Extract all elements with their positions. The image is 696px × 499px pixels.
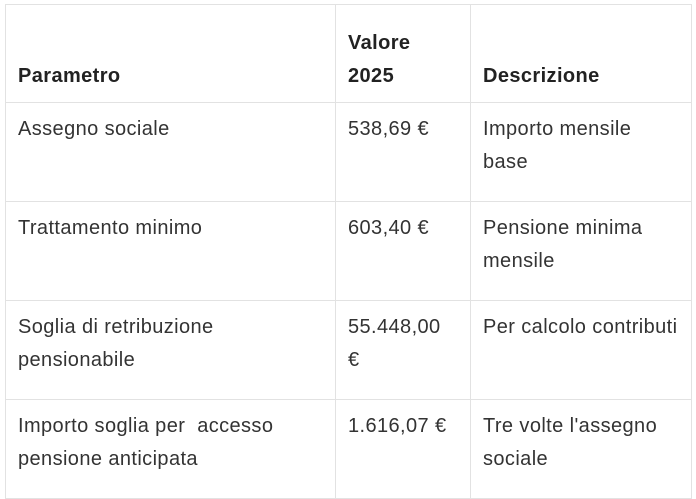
cell-parametro: Assegno sociale — [5, 102, 336, 202]
header-valore-2025: Valore 2025 — [335, 4, 471, 103]
header-descrizione: Descrizione — [470, 4, 692, 103]
table-row: Importo soglia per accesso pensione anti… — [5, 399, 692, 499]
cell-parametro: Trattamento minimo — [5, 201, 336, 301]
table-row: Assegno sociale 538,69 € Importo mensile… — [5, 102, 692, 202]
cell-parametro: Soglia di retribuzione pensionabile — [5, 300, 336, 400]
cell-valore: 1.616,07 € — [335, 399, 471, 499]
header-parametro: Parametro — [5, 4, 336, 103]
table-header-row: Parametro Valore 2025 Descrizione — [5, 4, 692, 103]
table-row: Soglia di retribuzione pensionabile 55.4… — [5, 300, 692, 400]
cell-descrizione: Per calcolo contributi — [470, 300, 692, 400]
cell-valore: 603,40 € — [335, 201, 471, 301]
cell-descrizione: Tre volte l'assegno sociale — [470, 399, 692, 499]
parameters-table: Parametro Valore 2025 Descrizione Assegn… — [5, 4, 692, 499]
cell-descrizione: Importo mensile base — [470, 102, 692, 202]
cell-descrizione: Pensione minima mensile — [470, 201, 692, 301]
cell-valore: 55.448,00 € — [335, 300, 471, 400]
table-row: Trattamento minimo 603,40 € Pensione min… — [5, 201, 692, 301]
cell-parametro: Importo soglia per accesso pensione anti… — [5, 399, 336, 499]
cell-valore: 538,69 € — [335, 102, 471, 202]
